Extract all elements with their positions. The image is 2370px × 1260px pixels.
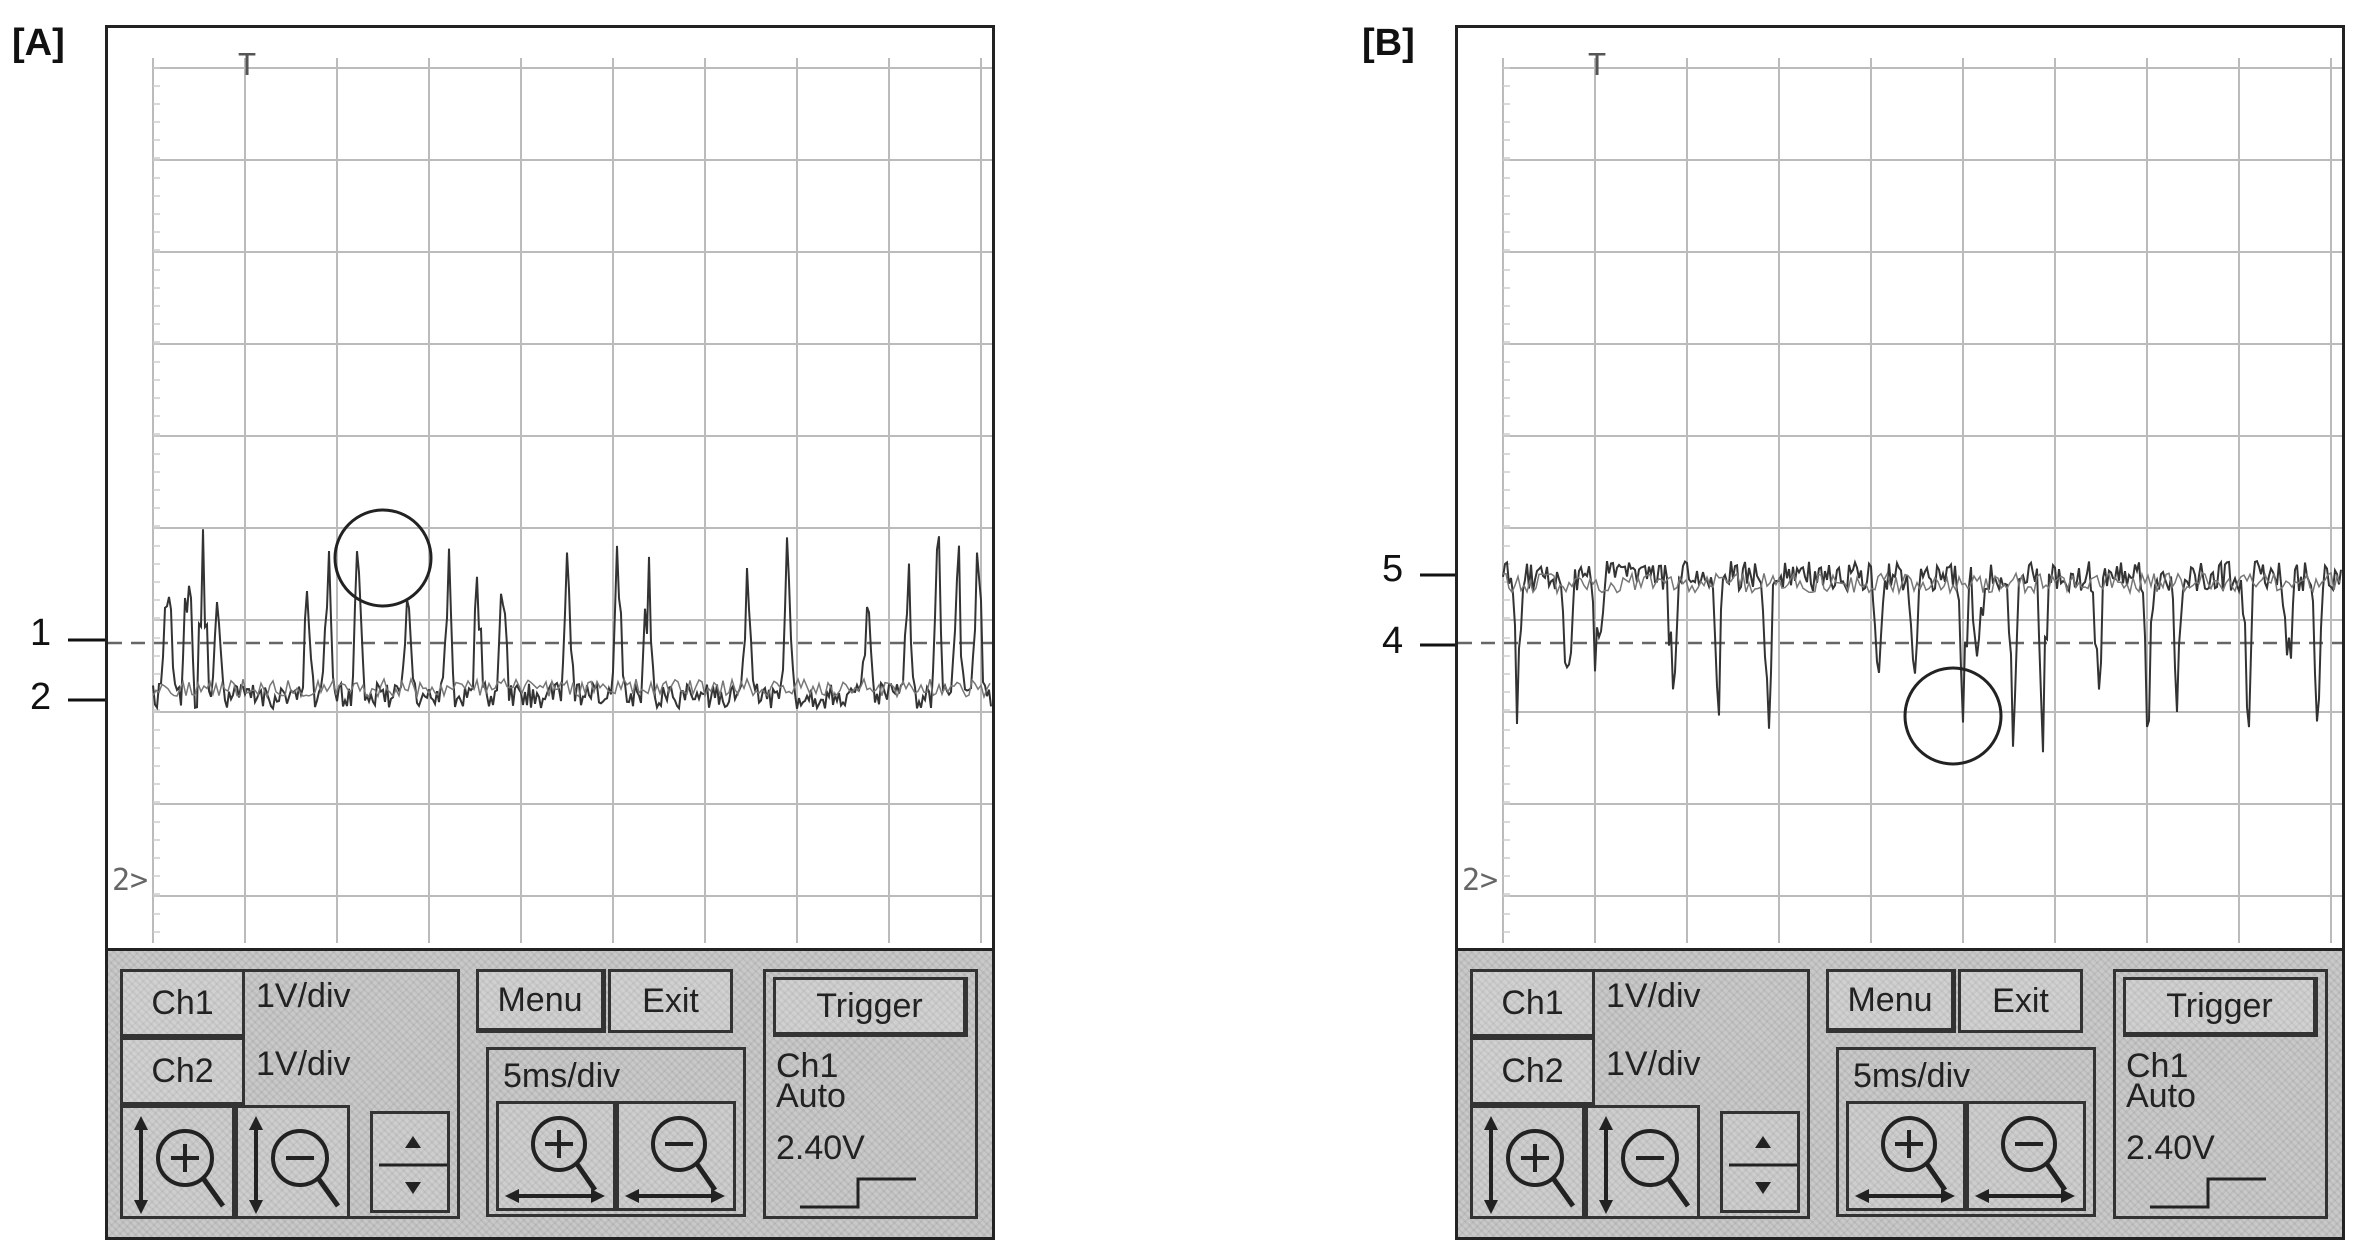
oscilloscope-display: T 2> Ch1 1V/div Ch2 1V/div xyxy=(105,25,995,1240)
trigger-level: 2.40V xyxy=(776,1129,865,1167)
oscilloscope-panel-b: [B] 5 4 6 T 2> Ch1 1V/div Ch2 1V/div xyxy=(1350,0,2370,1260)
callout-1: 1 xyxy=(30,612,52,654)
graticule xyxy=(1458,58,2342,943)
exit-button[interactable]: Exit xyxy=(608,969,733,1033)
oscilloscope-display: T 2> Ch1 1V/div Ch2 1V/div xyxy=(1455,25,2345,1240)
rising-edge-icon xyxy=(2150,1177,2266,1209)
control-panel: Ch1 1V/div Ch2 1V/div xyxy=(1458,951,2342,1237)
ch1-button[interactable]: Ch1 xyxy=(1470,969,1595,1037)
menu-button[interactable]: Menu xyxy=(1826,969,1956,1033)
horizontal-zoom-in-icon xyxy=(1855,1116,1955,1203)
timebase-value: 5ms/div xyxy=(1853,1057,1971,1095)
trigger-mode: Auto xyxy=(776,1077,846,1115)
horizontal-zoom-in-button[interactable] xyxy=(1846,1101,1966,1211)
vertical-zoom-in-button[interactable] xyxy=(1470,1105,1585,1219)
oscilloscope-panel-a: [A] 1 2 3 T 2> Ch1 1V/div Ch2 1V/div xyxy=(12,22,995,1240)
timebase-group xyxy=(1836,1047,2096,1217)
trigger-source: Ch1 xyxy=(2126,1047,2189,1085)
trigger-source: Ch1 xyxy=(776,1047,839,1085)
ch2-scale: 1V/div xyxy=(256,1045,351,1083)
vertical-zoom-in-button[interactable] xyxy=(120,1105,235,1219)
exit-button[interactable]: Exit xyxy=(1958,969,2083,1033)
ch2-button[interactable]: Ch2 xyxy=(1470,1037,1595,1105)
rising-edge-icon xyxy=(800,1177,916,1209)
menu-button[interactable]: Menu xyxy=(476,969,606,1033)
horizontal-zoom-out-icon xyxy=(1975,1116,2075,1203)
trigger-mode: Auto xyxy=(2126,1077,2196,1115)
position-updown-button[interactable] xyxy=(1720,1111,1800,1213)
trigger-button[interactable]: Trigger xyxy=(2123,977,2318,1037)
horizontal-zoom-in-icon xyxy=(505,1116,605,1203)
callout-5: 5 xyxy=(1382,548,1404,590)
waveform-screen: T 2> xyxy=(108,28,992,951)
trigger-marker: T xyxy=(1588,48,1607,83)
ch1-button[interactable]: Ch1 xyxy=(120,969,245,1037)
trigger-group xyxy=(2113,969,2328,1219)
position-updown-icon xyxy=(379,1136,447,1194)
horizontal-zoom-out-button[interactable] xyxy=(616,1101,736,1211)
ch2-scale: 1V/div xyxy=(1606,1045,1701,1083)
trigger-button[interactable]: Trigger xyxy=(773,977,968,1037)
horizontal-zoom-out-icon xyxy=(625,1116,725,1203)
vertical-zoom-out-icon xyxy=(249,1116,341,1214)
horizontal-zoom-in-button[interactable] xyxy=(496,1101,616,1211)
panel-label: [A] xyxy=(12,22,65,64)
vertical-zoom-out-button[interactable] xyxy=(235,1105,350,1219)
waveform-trace xyxy=(1502,559,2342,766)
callout-4: 4 xyxy=(1382,620,1404,662)
ch1-scale: 1V/div xyxy=(256,977,351,1015)
vertical-zoom-out-button[interactable] xyxy=(1585,1105,1700,1219)
waveform-screen: T 2> xyxy=(1458,28,2342,951)
position-updown-button[interactable] xyxy=(370,1111,450,1213)
channel2-marker: 2> xyxy=(112,863,149,898)
ch2-button[interactable]: Ch2 xyxy=(120,1037,245,1105)
ch1-scale: 1V/div xyxy=(1606,977,1701,1015)
trigger-level: 2.40V xyxy=(2126,1129,2215,1167)
waveform-trace xyxy=(152,508,992,711)
horizontal-zoom-out-button[interactable] xyxy=(1966,1101,2086,1211)
trigger-marker: T xyxy=(238,48,257,83)
timebase-value: 5ms/div xyxy=(503,1057,621,1095)
timebase-group xyxy=(486,1047,746,1217)
vertical-zoom-out-icon xyxy=(1599,1116,1691,1214)
panel-label: [B] xyxy=(1362,22,1415,64)
channel2-marker: 2> xyxy=(1462,863,1499,898)
vertical-zoom-in-icon xyxy=(134,1116,226,1214)
position-updown-icon xyxy=(1729,1136,1797,1194)
graticule xyxy=(108,58,992,943)
control-panel: Ch1 1V/div Ch2 1V/div xyxy=(108,951,992,1237)
callout-2: 2 xyxy=(30,676,52,718)
trigger-group xyxy=(763,969,978,1219)
vertical-zoom-in-icon xyxy=(1484,1116,1576,1214)
